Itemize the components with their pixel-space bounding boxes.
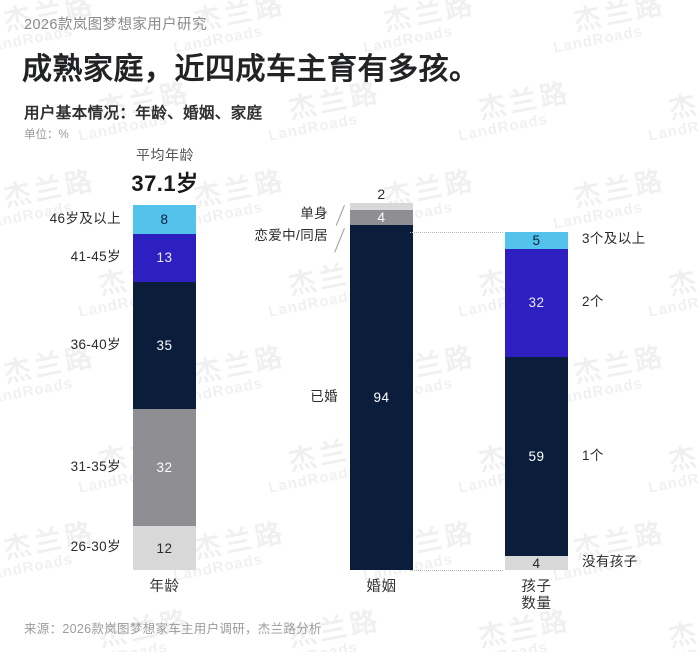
segment-value: 8 — [160, 212, 169, 228]
category-label-年龄-31-35岁: 31-35岁 — [70, 458, 121, 474]
segment-value: 32 — [528, 295, 545, 311]
segment-value: 12 — [156, 540, 173, 556]
category-label-孩子数量-3个及以上: 3个及以上 — [582, 231, 646, 247]
bar-segment-年龄-31-35岁[interactable]: 32 — [133, 409, 196, 527]
unit-note: 单位：% — [24, 129, 69, 141]
average-age-label: 平均年龄 — [136, 147, 194, 163]
bar-segment-孩子数量-3个及以上[interactable]: 5 — [505, 232, 568, 249]
bar-segment-婚姻-已婚[interactable]: 94 — [350, 225, 413, 570]
page-kicker: 2026款岚图梦想家用户研究 — [24, 17, 207, 33]
bar-segment-婚姻-恋爱中/同居[interactable]: 4 — [350, 210, 413, 225]
category-label-婚姻-单身: 单身 — [300, 206, 328, 221]
page-headline: 成熟家庭，近四成车主育有多孩。 — [22, 53, 480, 86]
category-label-婚姻-恋爱中/同居: 恋爱中/同居 — [254, 228, 328, 243]
segment-value: 13 — [156, 250, 173, 266]
bar-segment-年龄-26-30岁[interactable]: 12 — [133, 526, 196, 570]
category-label-年龄-36-40岁: 36-40岁 — [70, 336, 121, 352]
source-note: 来源：2026款岚图梦想家车主用户调研，杰兰路分析 — [24, 622, 322, 636]
category-label-孩子数量-没有孩子: 没有孩子 — [582, 554, 638, 570]
segment-value: 2 — [377, 186, 386, 202]
category-label-婚姻-已婚: 已婚 — [310, 388, 338, 404]
segment-value: 59 — [528, 449, 545, 465]
axis-label-婚姻: 婚姻 — [366, 579, 397, 595]
bar-segment-孩子数量-没有孩子[interactable]: 4 — [505, 555, 568, 571]
segment-value: 35 — [156, 338, 173, 353]
leader-line-1 — [335, 205, 345, 226]
segment-value: 94 — [373, 389, 390, 405]
bar-column-年龄: 8 13 35 32 12 — [133, 205, 196, 570]
bar-segment-年龄-36-40岁[interactable]: 35 — [133, 281, 196, 410]
bar-column-婚姻: 2 4 94 — [350, 186, 413, 570]
connector-dotted-line-2 — [410, 570, 503, 571]
average-age-value: 37.1岁 — [131, 171, 199, 196]
category-label-年龄-41-45岁: 41-45岁 — [70, 248, 121, 264]
connector-dotted-line-1 — [410, 232, 503, 233]
bar-column-孩子数量: 5 32 59 4 — [505, 232, 568, 571]
axis-label-孩子数量: 孩子 数量 — [521, 579, 552, 613]
bar-segment-年龄-46岁及以上[interactable]: 8 — [133, 205, 196, 235]
category-label-年龄-26-30岁: 26-30岁 — [70, 539, 121, 555]
bar-segment-孩子数量-1个[interactable]: 59 — [505, 357, 568, 557]
category-label-孩子数量-2个: 2个 — [582, 293, 604, 309]
category-label-孩子数量-1个: 1个 — [582, 447, 604, 463]
segment-value: 5 — [532, 232, 541, 248]
bar-segment-孩子数量-2个[interactable]: 32 — [505, 248, 568, 358]
bar-segment-婚姻-单身[interactable]: 2 — [350, 186, 413, 211]
segment-value: 32 — [156, 460, 173, 476]
bar-segment-年龄-41-45岁[interactable]: 13 — [133, 234, 196, 282]
axis-label-年龄: 年龄 — [149, 579, 180, 595]
segment-value: 4 — [532, 555, 541, 571]
category-label-年龄-46岁及以上: 46岁及以上 — [49, 210, 121, 226]
leader-line-2 — [334, 228, 345, 253]
segment-value: 4 — [377, 210, 386, 226]
page-subheadline: 用户基本情况：年龄、婚姻、家庭 — [24, 105, 263, 122]
